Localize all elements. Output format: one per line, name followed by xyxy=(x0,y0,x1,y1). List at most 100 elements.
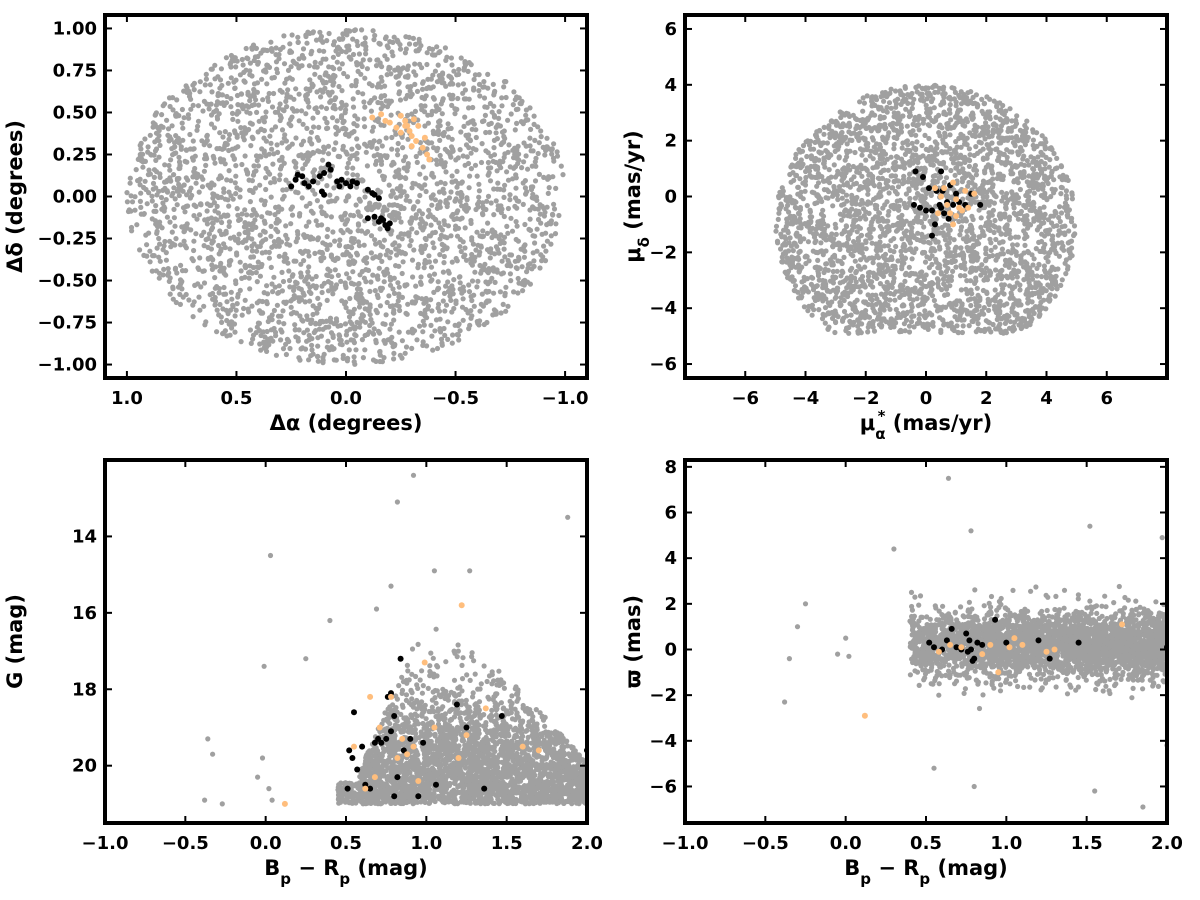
data-point xyxy=(448,189,454,195)
data-point xyxy=(954,323,960,329)
data-point xyxy=(327,192,333,198)
data-point xyxy=(383,312,389,318)
data-point xyxy=(354,38,360,45)
data-point xyxy=(239,161,245,168)
data-point xyxy=(560,172,566,178)
data-point xyxy=(281,299,287,305)
data-point xyxy=(870,226,876,232)
data-point xyxy=(276,177,282,183)
data-point xyxy=(469,278,476,284)
data-point xyxy=(235,294,241,300)
data-point xyxy=(337,237,343,243)
data-point xyxy=(384,56,390,62)
data-point xyxy=(145,144,151,150)
data-point xyxy=(340,230,346,236)
data-point xyxy=(797,176,803,182)
data-point xyxy=(459,304,466,310)
data-point xyxy=(306,104,312,110)
data-point xyxy=(443,302,450,308)
data-point xyxy=(201,268,207,274)
data-point xyxy=(229,110,236,116)
data-point xyxy=(253,269,259,276)
data-point xyxy=(432,68,438,74)
data-point xyxy=(154,245,160,251)
data-point xyxy=(360,91,366,97)
data-point xyxy=(212,302,218,308)
data-point xyxy=(291,295,297,302)
data-point xyxy=(337,333,343,339)
data-point xyxy=(342,131,349,137)
data-point xyxy=(167,219,173,225)
data-point xyxy=(479,210,486,217)
data-point xyxy=(389,134,395,141)
data-point xyxy=(486,288,492,295)
data-point xyxy=(283,187,290,193)
data-point xyxy=(129,228,135,234)
data-point xyxy=(948,151,954,157)
data-point xyxy=(238,91,245,97)
data-point xyxy=(263,175,269,181)
data-point xyxy=(344,339,350,345)
data-point xyxy=(271,90,277,97)
data-point xyxy=(284,241,290,247)
data-point xyxy=(276,253,282,259)
data-point xyxy=(204,208,210,214)
data-point xyxy=(894,198,900,204)
data-point xyxy=(449,62,455,68)
data-point xyxy=(293,135,299,141)
data-point xyxy=(376,40,382,46)
data-point xyxy=(460,153,466,159)
data-point xyxy=(519,264,525,270)
data-point xyxy=(1054,223,1060,229)
data-point xyxy=(258,332,264,339)
data-point xyxy=(233,64,239,70)
data-point xyxy=(466,289,473,295)
data-point xyxy=(338,337,344,343)
data-point xyxy=(398,183,404,189)
data-point xyxy=(191,87,197,93)
data-point xyxy=(556,212,562,219)
data-point xyxy=(347,295,353,302)
data-point xyxy=(1059,277,1065,283)
data-point xyxy=(1043,288,1049,294)
data-point xyxy=(299,195,305,201)
data-point xyxy=(299,250,306,256)
data-point xyxy=(290,272,296,278)
data-point xyxy=(181,229,187,235)
data-point xyxy=(339,99,345,106)
data-point xyxy=(958,131,964,137)
data-point xyxy=(334,59,340,65)
data-point xyxy=(372,288,378,294)
data-point xyxy=(438,157,444,163)
series-1 xyxy=(288,161,393,232)
data-point xyxy=(378,106,384,112)
data-point xyxy=(824,288,831,294)
data-point xyxy=(525,166,531,172)
data-point xyxy=(393,124,400,131)
data-point xyxy=(262,229,268,235)
data-point xyxy=(1063,188,1069,194)
data-point xyxy=(389,188,396,194)
data-point xyxy=(469,262,475,268)
data-point xyxy=(376,265,382,271)
data-point xyxy=(282,80,288,86)
data-point xyxy=(983,265,989,271)
data-point xyxy=(993,236,999,243)
data-point xyxy=(431,245,437,251)
data-point xyxy=(148,151,154,157)
data-point xyxy=(296,118,302,124)
data-point xyxy=(208,121,215,127)
data-point xyxy=(1026,194,1032,200)
data-point xyxy=(339,298,345,304)
data-point xyxy=(473,247,479,253)
data-point xyxy=(902,328,908,334)
data-point xyxy=(274,142,280,148)
data-point xyxy=(308,208,314,214)
data-point xyxy=(503,308,509,314)
data-point xyxy=(409,257,416,263)
data-point xyxy=(271,176,277,182)
data-point xyxy=(538,252,544,258)
data-point xyxy=(535,150,541,157)
data-point xyxy=(429,46,436,53)
data-point xyxy=(356,280,362,287)
